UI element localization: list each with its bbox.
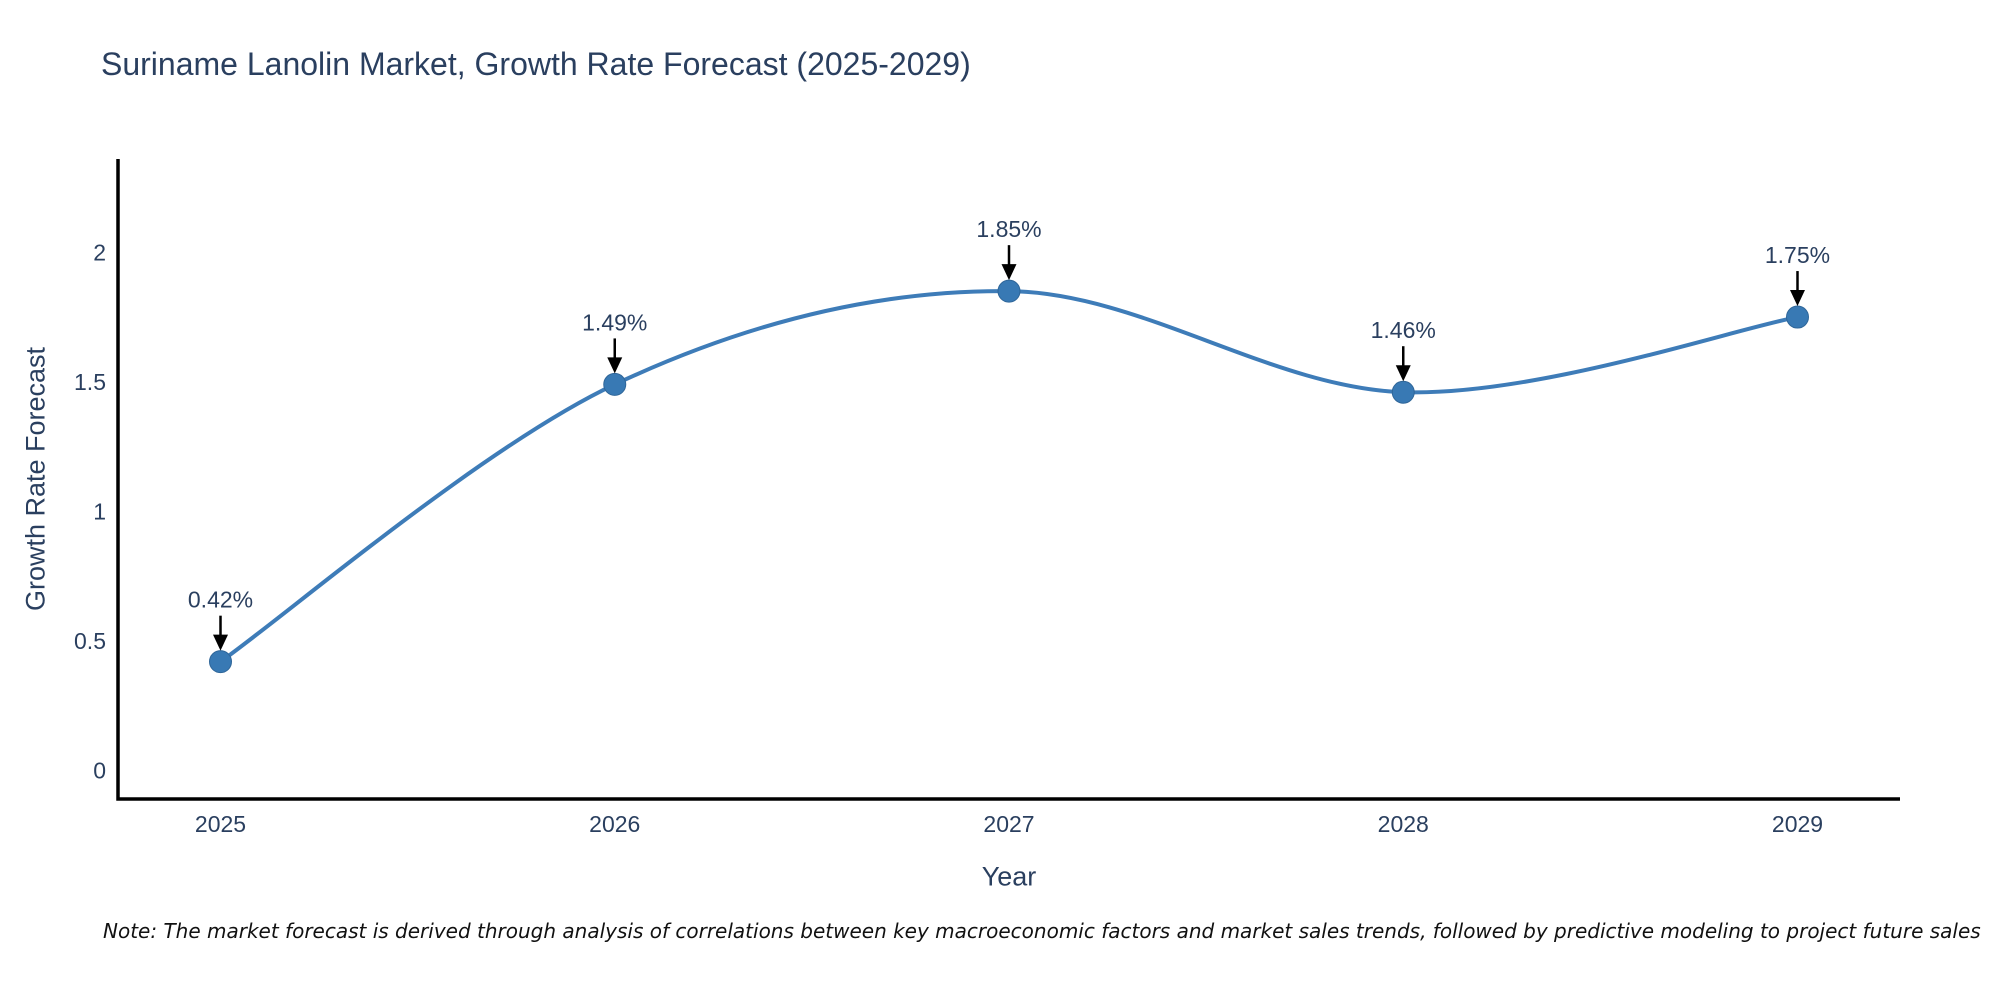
y-tick-label: 2	[93, 239, 106, 265]
data-point-label: 1.85%	[976, 216, 1041, 242]
y-axis-title: Growth Rate Forecast	[20, 346, 51, 612]
trend-line	[218, 289, 1800, 664]
data-point-label: 0.42%	[188, 587, 253, 613]
y-tick-label: 1	[93, 498, 106, 524]
data-point-marker[interactable]	[603, 372, 627, 396]
data-point-label: 1.75%	[1765, 242, 1830, 268]
x-tick-label: 2027	[983, 811, 1034, 837]
data-point-marker[interactable]	[1391, 380, 1415, 404]
x-tick-label: 2028	[1378, 811, 1429, 837]
annotation-arrowhead	[1395, 365, 1411, 382]
x-tick-label: 2026	[589, 811, 640, 837]
annotation-arrowhead	[213, 634, 229, 651]
axis-line	[116, 159, 1900, 801]
annotation-arrowhead	[607, 357, 623, 374]
data-point-label: 1.46%	[1371, 317, 1436, 343]
annotation-arrowhead	[1001, 264, 1017, 281]
data-point-marker[interactable]	[209, 650, 233, 674]
data-point-label: 1.49%	[582, 309, 647, 335]
x-tick-label: 2025	[195, 811, 246, 837]
data-point-marker[interactable]	[1785, 305, 1809, 329]
x-tick-label: 2029	[1772, 811, 1823, 837]
y-tick-label: 0.5	[74, 628, 106, 654]
data-point-marker[interactable]	[997, 279, 1021, 303]
y-tick-label: 1.5	[74, 369, 106, 395]
chart-title: Suriname Lanolin Market, Growth Rate For…	[101, 46, 971, 82]
x-axis-title: Year	[981, 861, 1037, 892]
y-tick-label: 0	[93, 757, 106, 783]
annotation-arrowhead	[1789, 290, 1805, 307]
chart-note: Note: The market forecast is derived thr…	[103, 919, 1981, 943]
